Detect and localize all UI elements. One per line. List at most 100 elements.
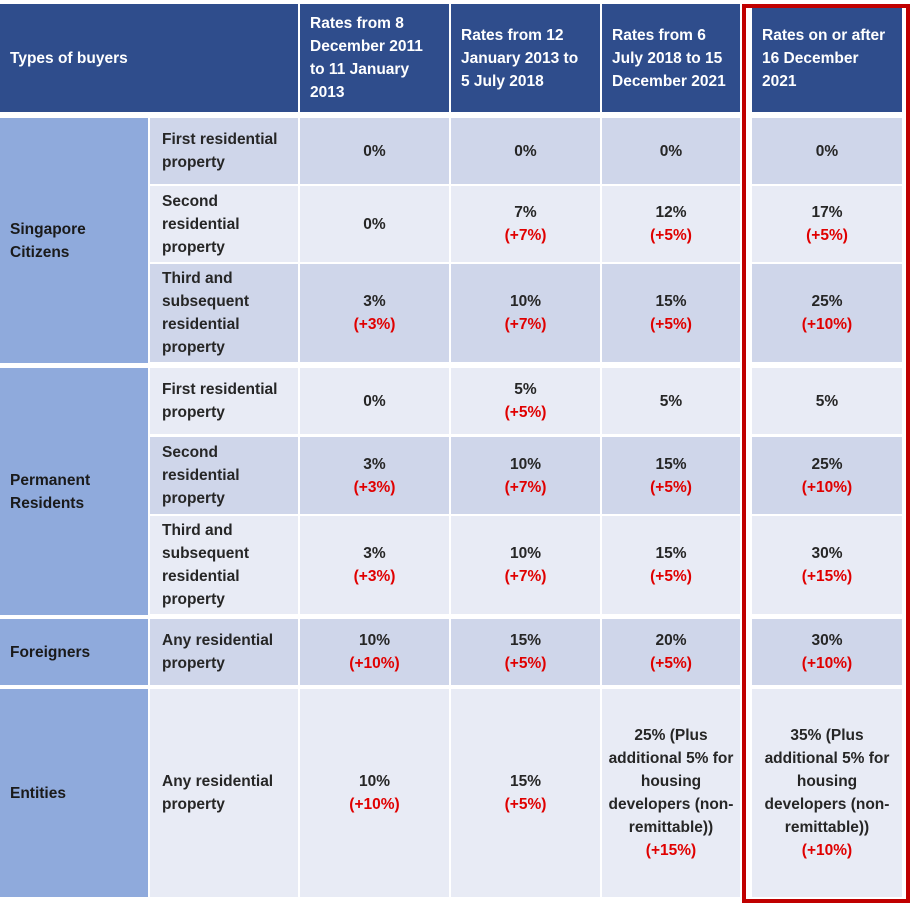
rate-change: (+5%) — [504, 796, 547, 813]
header-col-2011: Rates from 8 December 2011 to 11 January… — [300, 4, 449, 112]
rate-change: (+3%) — [353, 316, 396, 333]
rate-cell-r1-c2: 0% — [451, 118, 600, 184]
rate-value: 15% — [509, 632, 542, 649]
header-col-2018: Rates from 6 July 2018 to 15 December 20… — [602, 4, 740, 112]
rate-cell-r3-c2: 10% (+7%) — [451, 264, 600, 362]
rate-value: 5% — [815, 392, 839, 410]
rate-cell-r2-c4: 17% (+5%) — [752, 186, 902, 262]
rate-value: 10% — [509, 293, 542, 310]
rate-cell-r7-c2: 15% (+5%) — [451, 619, 600, 685]
rate-value: 7% — [514, 204, 537, 221]
rate-value: 30% — [811, 545, 843, 562]
rate-value: 3% — [363, 545, 386, 562]
rate-cell-r1-c3: 0% — [602, 118, 740, 184]
rate-cell-r1-c4: 0% — [752, 118, 902, 184]
row-7-property-type: Any residential property — [150, 619, 298, 685]
rate-cell-r7-c1: 10% (+10%) — [300, 619, 449, 685]
rate-value: 15% — [655, 455, 687, 473]
rate-cell-r8-c4: 35% (Plus additional 5% for housing deve… — [752, 689, 902, 897]
rate-value: 25% (Plus additional 5% for housing deve… — [608, 727, 734, 836]
rate-value: 25% — [811, 293, 843, 310]
rate-value: 15% — [655, 545, 687, 562]
rate-cell-r4-c4: 5% — [752, 368, 902, 434]
rate-change: (+5%) — [650, 568, 692, 585]
rate-cell-r3-c1: 3% (+3%) — [300, 264, 449, 362]
rate-value: 0% — [363, 215, 386, 233]
group-foreigners: Foreigners — [0, 619, 148, 685]
group-permanent-residents: Permanent Residents — [0, 368, 148, 615]
rate-change: (+5%) — [806, 227, 848, 244]
rate-cell-r5-c4: 25% (+10%) — [752, 437, 902, 514]
group-singapore-citizens: Singapore Citizens — [0, 118, 148, 363]
rate-cell-r6-c1: 3% (+3%) — [300, 516, 449, 614]
rate-change: (+3%) — [353, 568, 396, 585]
rate-value: 17% — [811, 204, 843, 221]
row-5-property-type: Second residential property — [150, 437, 298, 514]
rate-change: (+7%) — [504, 478, 547, 496]
rate-cell-r5-c3: 15% (+5%) — [602, 437, 740, 514]
row-1-property-type: First residential property — [150, 118, 298, 184]
rate-change: (+5%) — [650, 227, 692, 244]
header-col-2021: Rates on or after 16 December 2021 — [752, 4, 902, 112]
rate-cell-r3-c3: 15% (+5%) — [602, 264, 740, 362]
header-col-2013: Rates from 12 January 2013 to 5 July 201… — [451, 4, 600, 112]
rate-change: (+10%) — [801, 316, 853, 333]
rate-change: (+5%) — [504, 404, 547, 421]
header-types-of-buyers: Types of buyers — [0, 4, 298, 112]
rate-value: 3% — [363, 455, 386, 473]
rate-change: (+3%) — [353, 478, 396, 496]
rate-value: 12% — [655, 204, 687, 221]
rate-value: 10% — [509, 455, 542, 473]
rate-change: (+7%) — [504, 568, 547, 585]
rate-change: (+10%) — [349, 655, 400, 672]
rate-value: 0% — [815, 142, 839, 160]
rate-value: 10% — [509, 545, 542, 562]
rate-cell-r4-c3: 5% — [602, 368, 740, 434]
rate-change: (+5%) — [650, 478, 692, 496]
rate-cell-r6-c3: 15% (+5%) — [602, 516, 740, 614]
rate-cell-r2-c1: 0% — [300, 186, 449, 262]
rate-change: (+7%) — [504, 316, 547, 333]
rate-value: 0% — [514, 142, 537, 160]
rate-value: 5% — [514, 381, 537, 398]
rate-value: 0% — [363, 142, 386, 160]
row-3-property-type: Third and subsequent residential propert… — [150, 264, 298, 362]
rate-change: (+10%) — [801, 478, 853, 496]
rate-cell-r3-c4: 25% (+10%) — [752, 264, 902, 362]
rate-cell-r8-c3: 25% (Plus additional 5% for housing deve… — [602, 689, 740, 897]
rate-cell-r8-c1: 10% (+10%) — [300, 689, 449, 897]
rate-value: 20% — [655, 632, 687, 649]
rate-change: (+10%) — [801, 842, 853, 859]
rate-change: (+10%) — [801, 655, 853, 672]
rate-change: (+15%) — [801, 568, 853, 585]
row-4-property-type: First residential property — [150, 368, 298, 434]
rate-change: (+5%) — [504, 655, 547, 672]
rate-cell-r5-c2: 10% (+7%) — [451, 437, 600, 514]
row-8-property-type: Any residential property — [150, 689, 298, 897]
rate-value: 35% (Plus additional 5% for housing deve… — [764, 727, 890, 836]
row-2-property-type: Second residential property — [150, 186, 298, 262]
rate-cell-r6-c2: 10% (+7%) — [451, 516, 600, 614]
rate-value: 25% — [811, 455, 843, 473]
rate-value: 0% — [659, 142, 683, 160]
rate-value: 15% — [655, 293, 687, 310]
rate-cell-r5-c1: 3% (+3%) — [300, 437, 449, 514]
rate-cell-r8-c2: 15% (+5%) — [451, 689, 600, 897]
rate-value: 10% — [358, 632, 391, 649]
rate-value: 0% — [363, 392, 386, 410]
rate-change: (+10%) — [349, 796, 400, 813]
rate-value: 10% — [358, 773, 391, 790]
rate-cell-r1-c1: 0% — [300, 118, 449, 184]
rate-value: 5% — [659, 392, 683, 410]
rate-value: 15% — [509, 773, 542, 790]
rate-cell-r4-c1: 0% — [300, 368, 449, 434]
rate-cell-r4-c2: 5% (+5%) — [451, 368, 600, 434]
rate-cell-r2-c3: 12% (+5%) — [602, 186, 740, 262]
rate-cell-r2-c2: 7% (+7%) — [451, 186, 600, 262]
rate-value: 30% — [811, 632, 843, 649]
rate-cell-r6-c4: 30% (+15%) — [752, 516, 902, 614]
rate-cell-r7-c3: 20% (+5%) — [602, 619, 740, 685]
rate-change: (+7%) — [504, 227, 547, 244]
rate-change: (+5%) — [650, 316, 692, 333]
group-entities: Entities — [0, 689, 148, 897]
